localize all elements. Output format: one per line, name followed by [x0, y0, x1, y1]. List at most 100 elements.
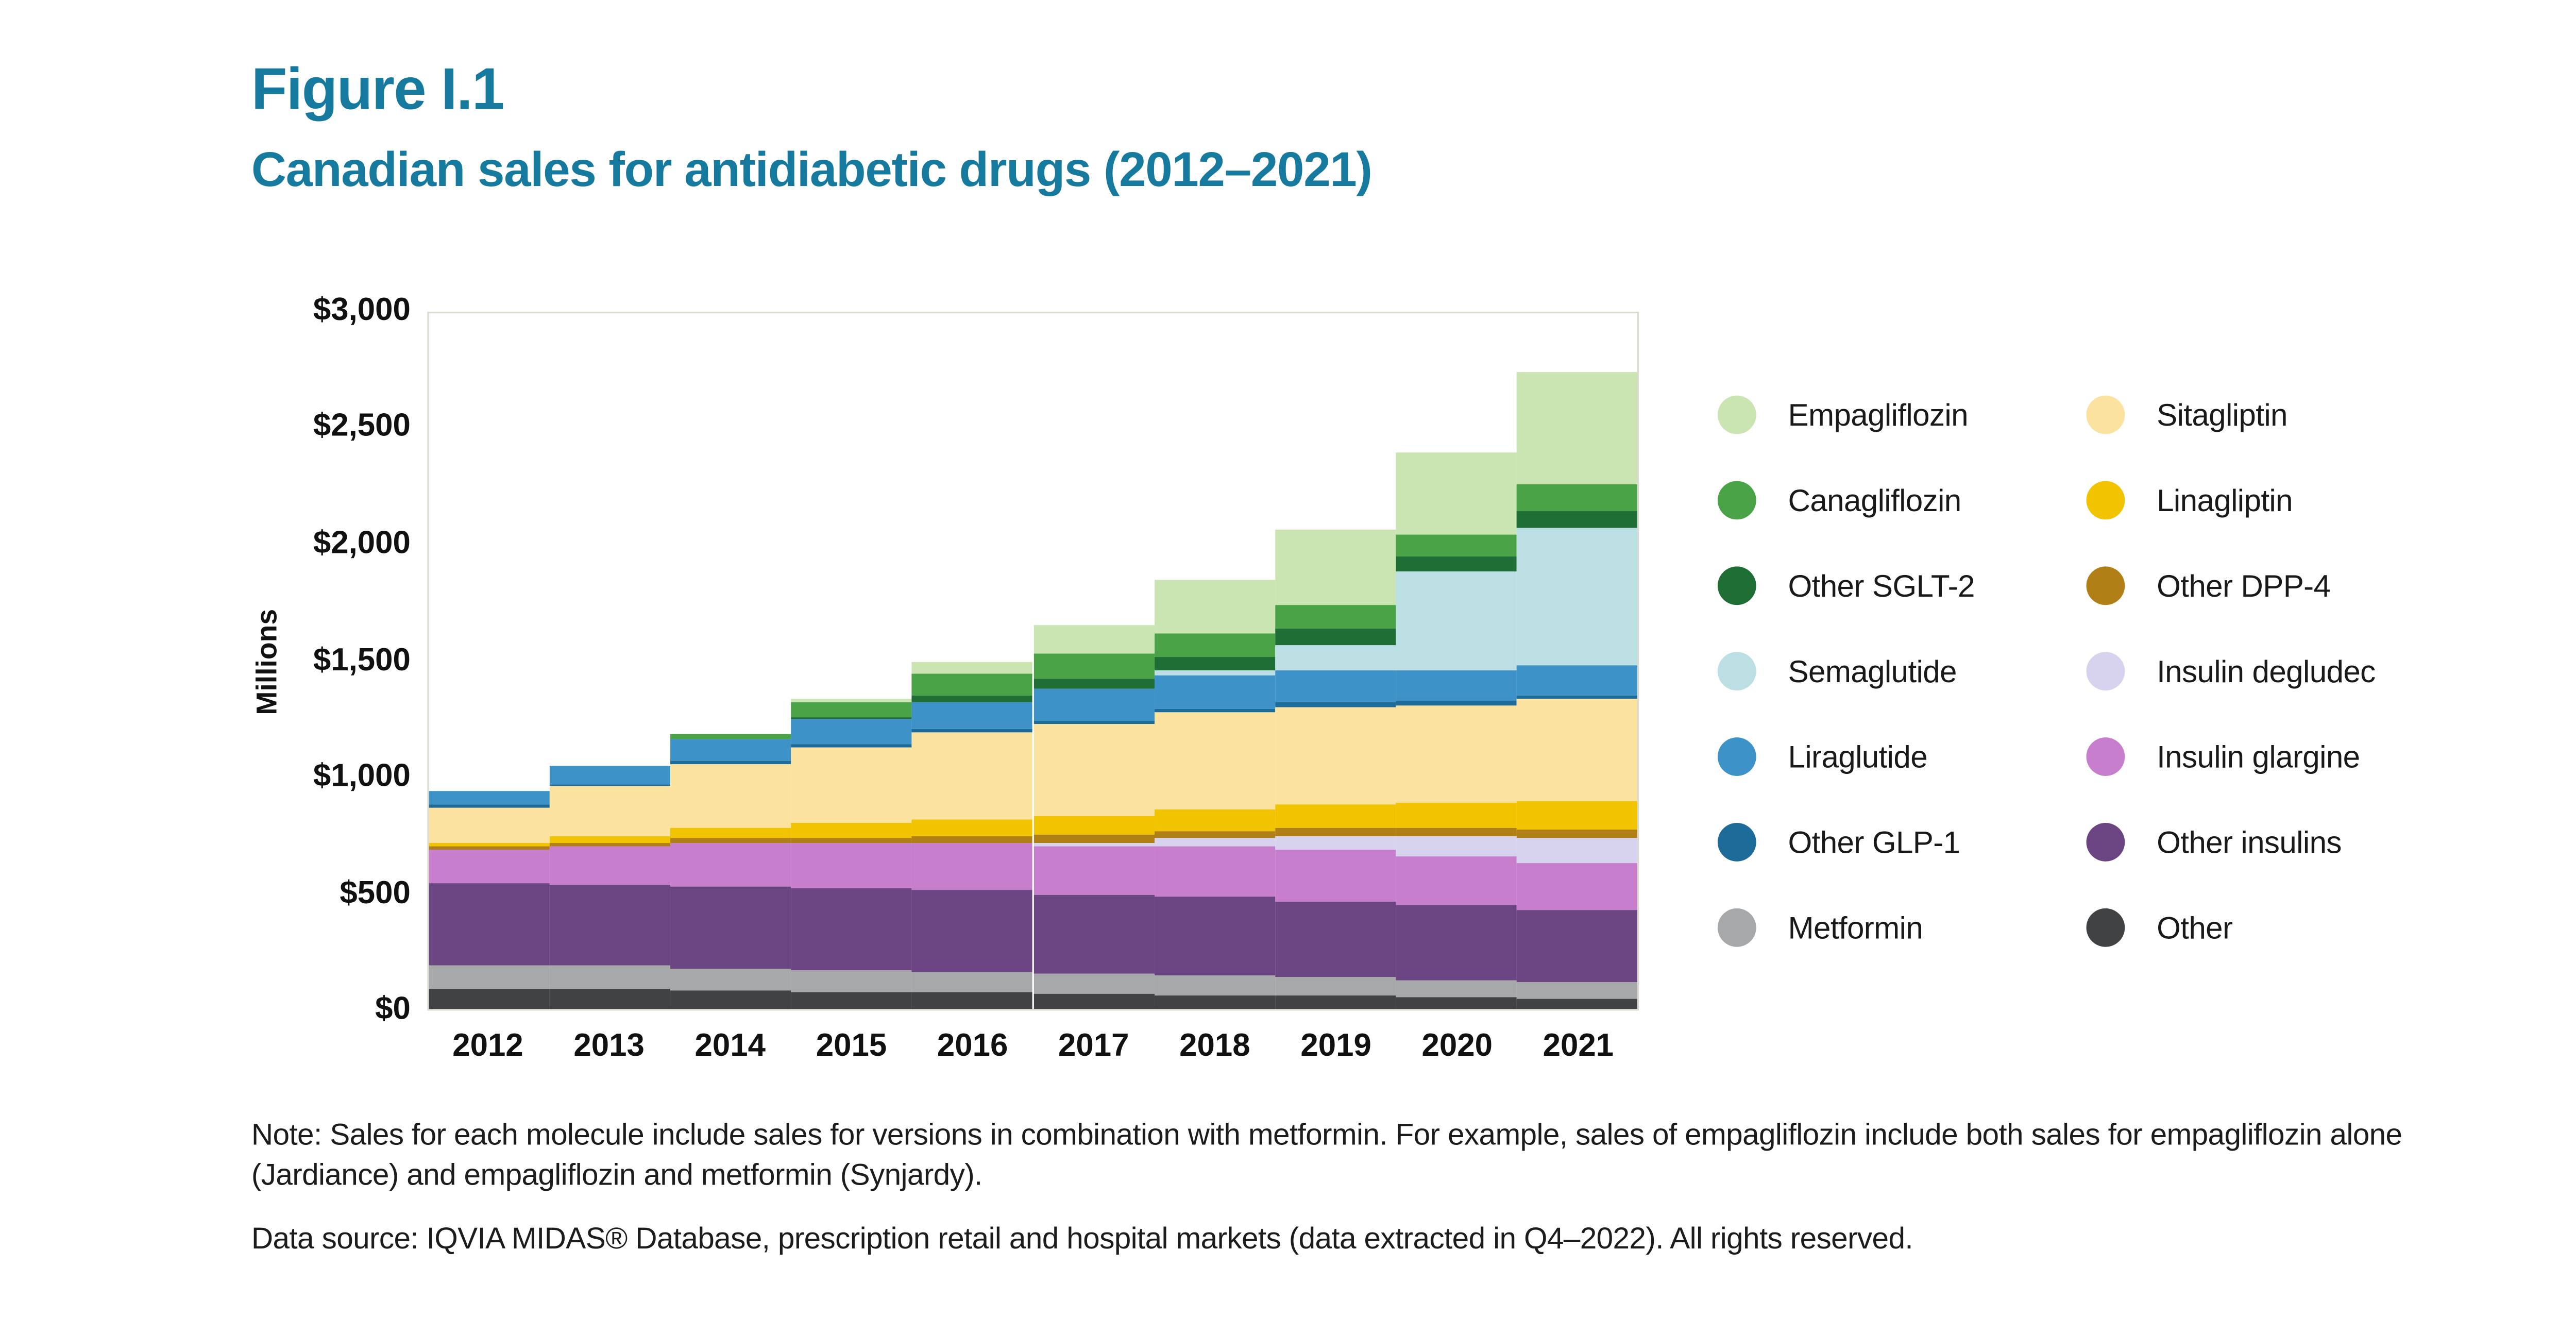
bar-segment-other-sglt-2 [1154, 656, 1275, 671]
bar-segment-other-insulins [670, 886, 792, 969]
legend-label-other-glp-1: Other GLP-1 [1788, 823, 1961, 859]
bar-segment-other [912, 992, 1033, 1009]
bar-2020 [1395, 313, 1517, 1009]
bar-segment-sitagliptin [1516, 699, 1637, 802]
bar-segment-empagliflozin [1275, 529, 1396, 605]
bar-segment-other [550, 989, 671, 1009]
bar-segment-metformin [1033, 974, 1154, 994]
bar-segment-liraglutide [550, 765, 671, 784]
bar-segment-metformin [791, 970, 912, 992]
bar-segment-metformin [912, 972, 1033, 993]
bar-segment-liraglutide [912, 702, 1033, 730]
bar-segment-linagliptin [912, 820, 1033, 837]
y-tick-1000: $1,000 [313, 759, 411, 795]
bar-segment-semaglutide [1275, 645, 1396, 671]
legend-swatch-insulin-glargine [2086, 737, 2125, 776]
bar-segment-sitagliptin [670, 764, 792, 829]
bar-segment-metformin [1275, 977, 1396, 997]
bar-segment-other [1516, 998, 1637, 1009]
y-tick-2000: $2,000 [313, 526, 411, 562]
legend-swatch-linagliptin [2086, 481, 2125, 520]
bar-segment-linagliptin [429, 843, 550, 847]
bar-segment-insulin-glargine [550, 847, 671, 885]
bar-segment-linagliptin [670, 828, 792, 839]
bar-segment-other-insulins [791, 888, 912, 971]
bar-segment-metformin [1516, 982, 1637, 999]
legend-column-2: Sitagliptin Linagliptin Other DPP-4 Insulin… [2086, 395, 2455, 994]
y-tick-1500: $1,500 [313, 643, 411, 678]
figure-label: Figure I.1 [251, 57, 504, 123]
bar-segment-other-glp-1 [1395, 700, 1517, 705]
legend-swatch-other-insulins [2086, 823, 2125, 862]
bar-segment-other-insulins [912, 890, 1033, 972]
bar-segment-sitagliptin [429, 807, 550, 843]
bar-segment-other-dpp-4 [670, 838, 792, 843]
bar-segment-sitagliptin [550, 786, 671, 837]
x-tick-2020: 2020 [1421, 1029, 1493, 1065]
x-tick-2012: 2012 [452, 1029, 523, 1065]
bar-segment-other-dpp-4 [912, 836, 1033, 843]
legend-swatch-other-dpp-4 [2086, 566, 2125, 605]
bar-segment-metformin [1154, 975, 1275, 995]
bar-segment-other-sglt-2 [1033, 679, 1154, 689]
legend-swatch-canagliflozin [1717, 481, 1756, 520]
x-tick-2016: 2016 [937, 1029, 1008, 1065]
bar-segment-semaglutide [1154, 670, 1275, 676]
legend-label-insulin-glargine: Insulin glargine [2157, 738, 2360, 774]
bar-segment-other [670, 990, 792, 1009]
bar-segment-canagliflozin [791, 702, 912, 717]
bar-segment-other-dpp-4 [429, 847, 550, 849]
x-tick-2015: 2015 [816, 1029, 887, 1065]
bar-segment-metformin [1395, 980, 1517, 998]
bar-segment-liraglutide [1516, 665, 1637, 695]
legend-swatch-semaglutide [1717, 652, 1756, 691]
bar-segment-canagliflozin [670, 734, 792, 739]
bar-2021 [1516, 313, 1637, 1009]
bar-segment-liraglutide [1275, 670, 1396, 703]
bar-segment-empagliflozin [1395, 452, 1517, 534]
bar-segment-linagliptin [1275, 805, 1396, 829]
bar-segment-liraglutide [429, 791, 550, 804]
bar-segment-insulin-degludec [1516, 837, 1637, 863]
x-tick-2017: 2017 [1058, 1029, 1129, 1065]
bar-segment-linagliptin [1516, 801, 1637, 830]
bar-segment-sitagliptin [1275, 706, 1396, 805]
bar-segment-other-dpp-4 [1154, 830, 1275, 839]
bar-segment-empagliflozin [1516, 372, 1637, 485]
x-tick-2014: 2014 [694, 1029, 766, 1065]
x-tick-2019: 2019 [1300, 1029, 1371, 1065]
bar-segment-liraglutide [670, 739, 792, 761]
bar-segment-other-sglt-2 [1516, 511, 1637, 528]
bar-segment-other-sglt-2 [912, 696, 1033, 702]
legend-item-semaglutide: Semaglutide [1717, 652, 2087, 691]
bar-segment-other [791, 991, 912, 1009]
x-tick-2013: 2013 [573, 1029, 645, 1065]
legend-item-other: Other [2086, 908, 2455, 947]
legend-item-linagliptin: Linagliptin [2086, 481, 2455, 520]
y-tick-3000: $3,000 [313, 293, 411, 329]
legend-swatch-liraglutide [1717, 737, 1756, 776]
legend-item-sitagliptin: Sitagliptin [2086, 395, 2455, 434]
bar-segment-other-sglt-2 [791, 717, 912, 719]
bar-segment-empagliflozin [1154, 580, 1275, 634]
bar-segment-linagliptin [1395, 802, 1517, 829]
bar-segment-other-dpp-4 [1395, 828, 1517, 836]
legend-swatch-other-sglt-2 [1717, 566, 1756, 605]
bar-segment-other-glp-1 [912, 730, 1033, 733]
bar-segment-empagliflozin [912, 661, 1033, 674]
legend-item-other-dpp-4: Other DPP-4 [2086, 566, 2455, 605]
bar-segment-linagliptin [1033, 816, 1154, 835]
bar-segment-insulin-degludec [1395, 836, 1517, 856]
legend-label-other-sglt-2: Other SGLT-2 [1788, 567, 1975, 603]
bar-segment-sitagliptin [791, 747, 912, 824]
x-tick-2018: 2018 [1179, 1029, 1250, 1065]
bar-segment-canagliflozin [912, 674, 1033, 696]
bar-segment-insulin-degludec [1033, 843, 1154, 846]
legend-item-metformin: Metformin [1717, 908, 2087, 947]
legend-label-other: Other [2157, 909, 2233, 944]
bar-segment-linagliptin [791, 823, 912, 838]
bar-2016 [912, 313, 1033, 1009]
legend-label-linagliptin: Linagliptin [2157, 482, 2293, 517]
legend-item-other-sglt-2: Other SGLT-2 [1717, 566, 2087, 605]
